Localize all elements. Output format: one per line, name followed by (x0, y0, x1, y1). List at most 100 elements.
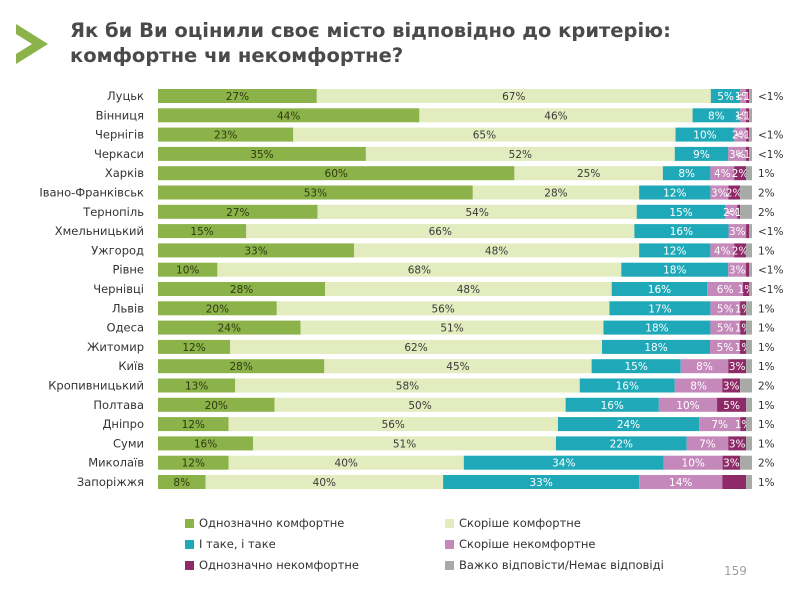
data-label: 2% (758, 207, 775, 219)
data-label: 10% (176, 265, 199, 277)
bar-segment (749, 127, 752, 142)
bar-segment (746, 166, 752, 181)
bar-segment (158, 166, 515, 181)
bar-segment (228, 417, 558, 432)
bar-segment (158, 262, 218, 277)
bar-segment (749, 89, 752, 103)
data-label: 23% (214, 130, 237, 142)
bar-segment (636, 204, 726, 219)
bar-segment (746, 436, 752, 451)
data-label: 12% (663, 245, 686, 257)
bar-segment (746, 262, 750, 277)
bar-segment (555, 436, 687, 451)
bar-segment (728, 436, 747, 451)
data-label: 16% (194, 438, 217, 450)
category-label: Кропивницький (48, 379, 144, 393)
data-label: 22% (610, 438, 633, 450)
data-label: 3% (729, 226, 746, 238)
data-label: 28% (544, 188, 567, 200)
data-label: 2% (758, 188, 775, 200)
data-label: 54% (465, 207, 488, 219)
bar-segment (158, 89, 317, 103)
bar-segment (158, 455, 229, 470)
data-label: 12% (663, 188, 686, 200)
bar-segment (365, 146, 675, 161)
bar-segment (740, 455, 752, 470)
bar-segment (325, 282, 612, 296)
data-label: <1% (758, 149, 783, 161)
bar-segment (740, 185, 752, 200)
data-label: 1% (758, 419, 775, 431)
bar-segment (639, 243, 711, 258)
bar-segment (324, 359, 592, 374)
data-label: 7% (699, 438, 716, 450)
bar-segment (728, 185, 741, 200)
bar-segment (639, 185, 711, 200)
data-label: 1% (758, 303, 775, 315)
bar-segment (621, 262, 729, 277)
data-label: 48% (457, 284, 480, 296)
bar-segment (728, 146, 747, 161)
data-label: 28% (230, 284, 253, 296)
data-label: 68% (408, 265, 431, 277)
bar-segment (603, 320, 711, 335)
bar-segment (710, 339, 740, 354)
bar-segment (230, 339, 602, 354)
bar-segment (722, 455, 741, 470)
data-label: 40% (335, 458, 358, 470)
bar-segment (158, 475, 206, 489)
data-label: 66% (429, 226, 452, 238)
data-label: 13% (185, 381, 208, 393)
bar-segment (675, 127, 735, 142)
bar-segment (749, 262, 752, 277)
category-label: Харків (105, 166, 144, 180)
category-label: Івано-Франківськ (39, 186, 144, 200)
bar-segment (725, 204, 738, 219)
bar-segment (205, 475, 444, 489)
data-label: 27% (226, 207, 249, 219)
data-label: 56% (431, 303, 454, 315)
bar-segment (611, 282, 708, 296)
data-label: <1% (758, 284, 783, 296)
category-label: Вінниця (96, 108, 144, 122)
bar-segment (746, 397, 752, 412)
page-number: 159 (724, 564, 747, 578)
bar-segment (158, 301, 277, 316)
bar-segment (443, 475, 640, 489)
data-label: 50% (408, 400, 431, 412)
bar-segment (686, 436, 729, 451)
bar-segment (746, 301, 752, 316)
data-label: <1% (758, 226, 783, 238)
data-label: 5% (723, 400, 740, 412)
data-label: 18% (644, 342, 667, 354)
bar-segment (274, 397, 566, 412)
data-label: 4% (714, 168, 731, 180)
data-label: 1% (758, 245, 775, 257)
data-label: 28% (229, 361, 252, 373)
data-label: 15% (669, 207, 692, 219)
bar-segment (317, 204, 637, 219)
data-label: 8% (173, 477, 190, 489)
data-label: 45% (446, 361, 469, 373)
data-label: 5% (717, 342, 734, 354)
data-label: 2% (723, 207, 740, 219)
bar-segment (746, 359, 752, 374)
data-label: 25% (577, 168, 600, 180)
data-label: 20% (206, 303, 229, 315)
bar-segment (749, 282, 752, 296)
bar-segment (158, 127, 294, 142)
bar-segment (710, 166, 735, 181)
bar-segment (740, 301, 747, 316)
data-label: 15% (190, 226, 213, 238)
data-label: 4% (714, 245, 731, 257)
category-label: Чернігів (95, 128, 144, 142)
bar-segment (699, 417, 741, 432)
data-label: 1% (758, 438, 775, 450)
bar-segment (728, 262, 747, 277)
bar-segment (158, 185, 473, 200)
bar-segment (658, 397, 718, 412)
bar-segment (158, 204, 318, 219)
bar-segment (746, 475, 752, 489)
data-label: 51% (393, 438, 416, 450)
bar-segment (740, 89, 747, 103)
